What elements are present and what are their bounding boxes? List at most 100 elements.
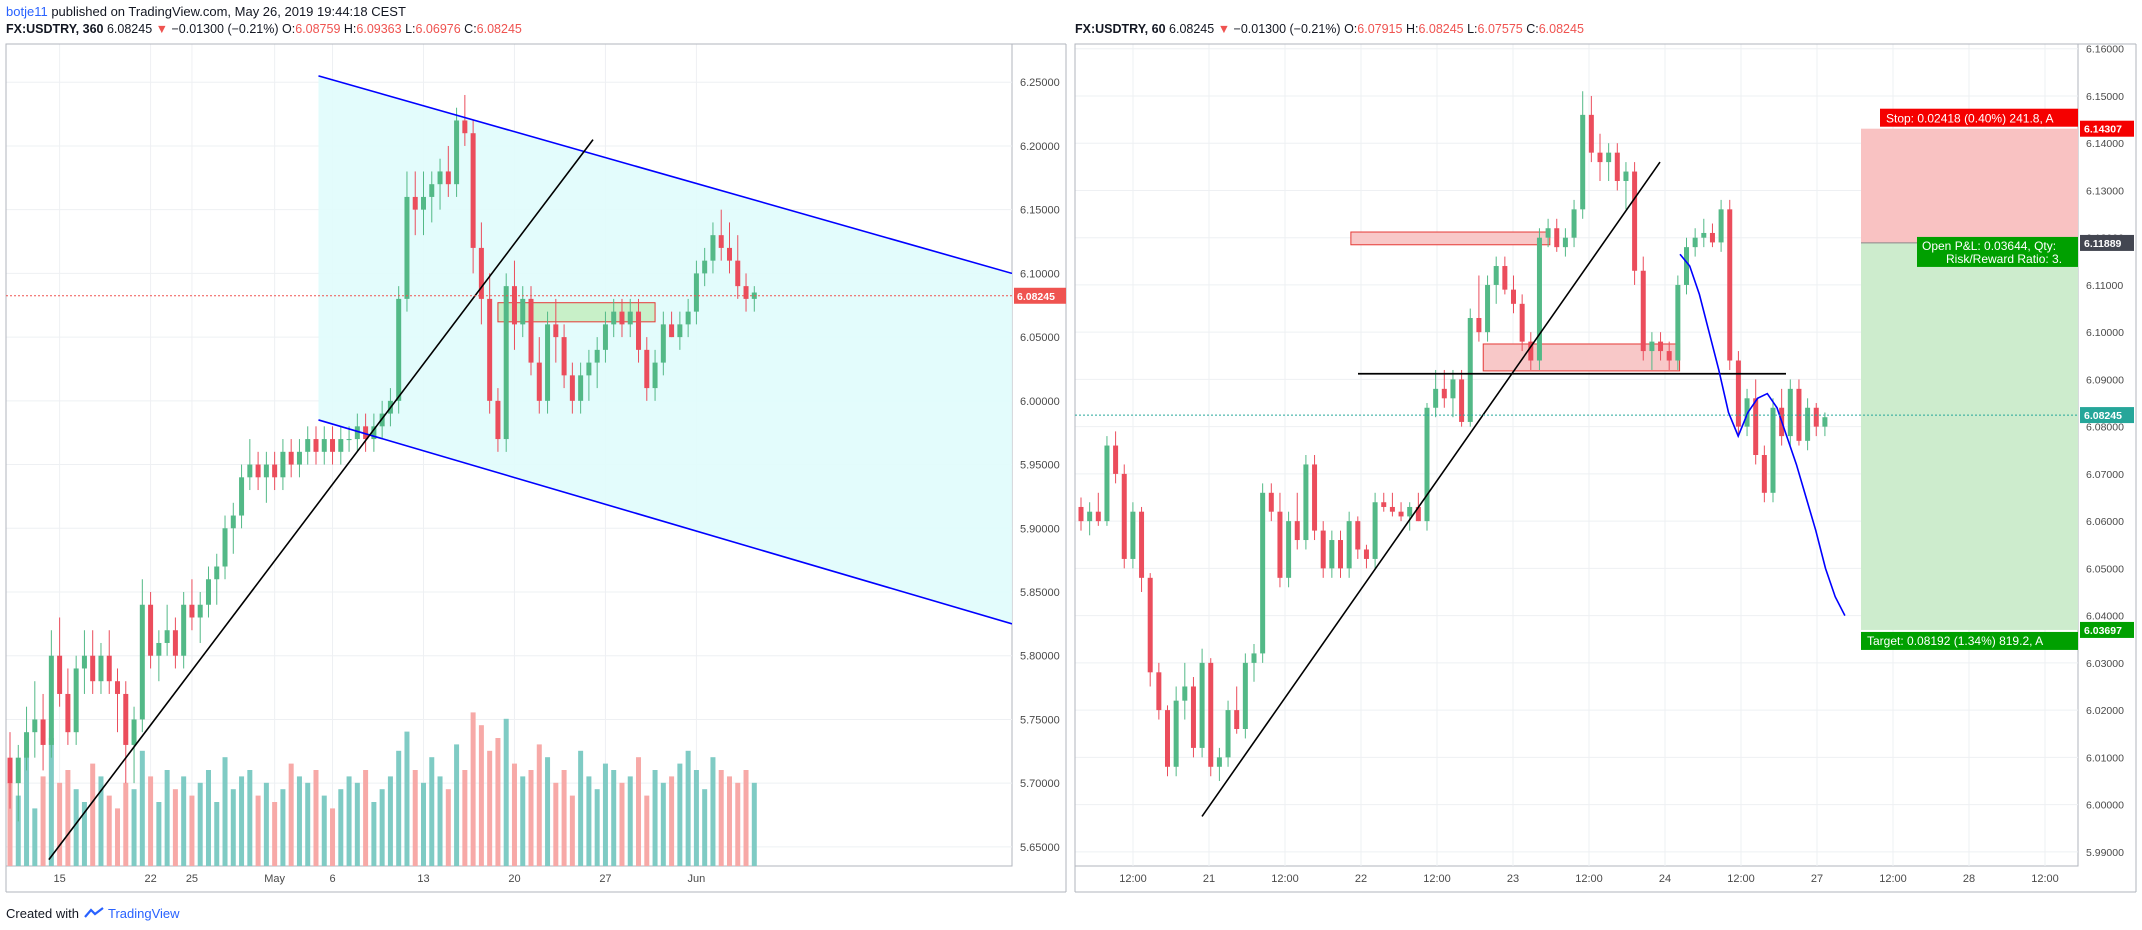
volume-bar xyxy=(164,770,170,866)
candle-body xyxy=(57,655,63,694)
legend-symbol: FX:USDTRY, 360 xyxy=(6,22,104,36)
candle-body xyxy=(247,464,253,478)
candle-body xyxy=(98,655,104,682)
candle-body xyxy=(1199,662,1205,748)
author-name[interactable]: botje11 xyxy=(6,4,48,19)
candle-body xyxy=(1338,540,1343,569)
candle-body xyxy=(131,719,137,745)
candle-body xyxy=(321,439,327,452)
candle-body xyxy=(1606,152,1612,163)
legend-high: 6.08245 xyxy=(1418,22,1464,36)
volume-bar xyxy=(636,757,642,866)
volume-bar xyxy=(65,770,71,866)
candle-body xyxy=(536,362,542,401)
candle-body xyxy=(421,196,426,210)
candle-body xyxy=(1502,266,1508,290)
volume-bar xyxy=(669,776,675,866)
volume-bar xyxy=(354,782,360,866)
candle-body xyxy=(123,693,129,745)
volume-bar xyxy=(528,770,534,866)
candle-body xyxy=(65,693,71,733)
price-tick-label: 6.16000 xyxy=(2086,44,2124,56)
price-tick-label: 5.90000 xyxy=(1020,523,1060,535)
price-tick-label: 6.02000 xyxy=(2086,705,2124,717)
candle-body xyxy=(363,426,369,440)
candle-body xyxy=(1156,672,1162,711)
candle-body xyxy=(1562,237,1568,248)
volume-bar xyxy=(115,808,121,866)
volume-bar xyxy=(611,770,617,866)
volume-bar xyxy=(7,770,13,866)
candle-body xyxy=(561,337,567,376)
candle-body xyxy=(1173,700,1179,767)
candle-body xyxy=(1658,341,1664,352)
last-price-label: 6.08245 xyxy=(1017,291,1055,303)
time-tick-label: 23 xyxy=(1507,873,1519,885)
candle-body xyxy=(1632,171,1638,271)
legend-c-label: C: xyxy=(1526,22,1539,36)
candle-body xyxy=(1242,662,1248,729)
candle-body xyxy=(677,324,683,338)
volume-bar xyxy=(693,770,699,866)
candle-body xyxy=(1251,653,1257,663)
volume-bar xyxy=(677,763,683,866)
candle-body xyxy=(90,655,96,682)
brand-name[interactable]: TradingView xyxy=(108,906,180,921)
volume-bar xyxy=(743,770,749,866)
volume-bar xyxy=(15,795,21,866)
tradingview-logo-icon xyxy=(83,907,104,918)
last-price-badge xyxy=(2080,407,2134,424)
volume-bar xyxy=(503,718,509,866)
candle-body xyxy=(1528,341,1534,361)
candle-body xyxy=(1735,360,1741,427)
candle-body xyxy=(1268,492,1274,512)
candle-body xyxy=(1545,228,1551,238)
volume-bar xyxy=(296,776,302,866)
price-tick-label: 6.00000 xyxy=(1020,396,1060,408)
volume-bar xyxy=(421,782,426,866)
candle-body xyxy=(48,655,54,745)
volume-bar xyxy=(437,776,443,866)
rr-label: Risk/Reward Ratio: 3. xyxy=(1946,252,2062,266)
legend-close: 6.08245 xyxy=(1538,22,1584,36)
price-tick-label: 6.14000 xyxy=(2086,138,2124,150)
price-tick-label: 6.08000 xyxy=(2086,422,2124,434)
legend-o-label: O: xyxy=(282,22,296,36)
volume-bar xyxy=(660,782,666,866)
price-tick-label: 6.13000 xyxy=(2086,185,2124,197)
volume-bar xyxy=(726,776,732,866)
legend-last: 6.08245 xyxy=(106,22,153,36)
candle-body xyxy=(1753,398,1759,455)
price-tick-label: 6.00000 xyxy=(2086,800,2124,812)
candle-body xyxy=(429,184,435,197)
trend-line xyxy=(48,139,594,861)
price-tick-label: 6.07000 xyxy=(2086,469,2124,481)
candle-body xyxy=(346,439,352,441)
candle-body xyxy=(636,311,642,350)
candle-body xyxy=(1727,209,1733,361)
price-tick-label: 6.01000 xyxy=(2086,752,2124,764)
target-zone xyxy=(1861,242,2078,630)
trend-line xyxy=(1201,161,1661,817)
candle-body xyxy=(511,286,517,325)
supply-zone-lower xyxy=(1482,343,1681,372)
price-tick-label: 6.04000 xyxy=(2086,611,2124,623)
candle-body xyxy=(296,451,302,465)
candle-body xyxy=(255,464,261,478)
time-tick-label: 22 xyxy=(144,873,156,885)
volume-bar xyxy=(263,782,269,866)
candle-body xyxy=(7,757,13,784)
candle-body xyxy=(503,286,509,440)
target-label-bg xyxy=(1861,631,2078,650)
volume-bar xyxy=(511,763,517,866)
candle-body xyxy=(619,311,625,325)
volume-bar xyxy=(387,776,393,866)
footer: Created with TradingView xyxy=(6,904,180,921)
volume-bar xyxy=(578,750,584,866)
volume-bar xyxy=(239,776,245,866)
stop-label-bg xyxy=(1880,108,2078,127)
candle-body xyxy=(1519,303,1525,342)
candle-body xyxy=(1441,388,1447,399)
candle-body xyxy=(1511,289,1516,304)
